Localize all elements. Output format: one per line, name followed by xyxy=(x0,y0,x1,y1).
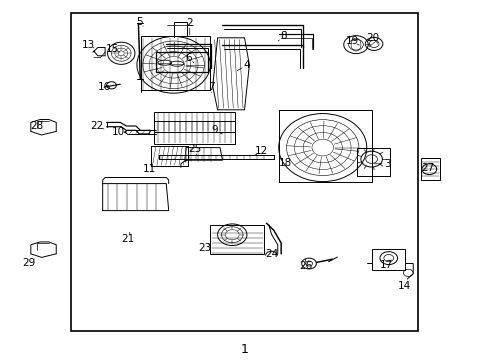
Text: 3: 3 xyxy=(383,159,390,169)
Bar xyxy=(71,13,417,331)
Text: 21: 21 xyxy=(121,234,135,244)
Text: 24: 24 xyxy=(264,249,278,259)
Text: 8: 8 xyxy=(280,31,286,41)
Text: 9: 9 xyxy=(211,125,218,135)
Bar xyxy=(210,225,264,254)
Text: 10: 10 xyxy=(112,127,125,137)
Text: 13: 13 xyxy=(81,40,95,50)
Text: 6: 6 xyxy=(184,53,191,63)
Text: 14: 14 xyxy=(397,281,411,291)
Text: 29: 29 xyxy=(22,258,36,268)
Text: 25: 25 xyxy=(187,144,201,154)
Text: 11: 11 xyxy=(142,164,156,174)
Text: 18: 18 xyxy=(278,158,291,168)
Text: 12: 12 xyxy=(254,146,268,156)
Bar xyxy=(154,121,234,144)
Text: 23: 23 xyxy=(197,243,211,253)
Text: 28: 28 xyxy=(30,121,43,131)
Text: 1: 1 xyxy=(240,343,248,356)
Text: 15: 15 xyxy=(105,44,119,54)
Text: 5: 5 xyxy=(136,17,142,27)
Text: 20: 20 xyxy=(366,33,378,43)
Text: 22: 22 xyxy=(90,121,103,131)
Text: 16: 16 xyxy=(97,82,111,92)
Bar xyxy=(356,148,389,176)
Text: 17: 17 xyxy=(379,260,392,270)
Text: 19: 19 xyxy=(345,36,358,46)
Bar xyxy=(154,112,234,132)
Bar xyxy=(156,52,207,72)
Bar xyxy=(420,158,439,180)
Bar xyxy=(371,249,404,270)
Text: 26: 26 xyxy=(298,261,312,271)
Text: 7: 7 xyxy=(207,82,214,93)
Text: 2: 2 xyxy=(186,18,193,28)
Text: 4: 4 xyxy=(243,60,250,70)
Text: 27: 27 xyxy=(421,163,434,173)
